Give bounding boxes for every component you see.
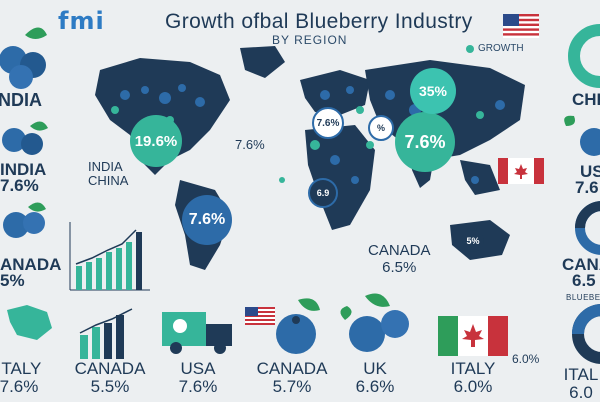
fmi-logo: fmi (58, 7, 105, 35)
donut-chart-icon-2 (575, 201, 600, 255)
donut-chart-icon-1 (568, 24, 600, 88)
bottom-item-5: UK 6.6% (355, 359, 395, 396)
canada-flag-large-icon (438, 316, 508, 356)
bottom-item-3: USA 7.6% (178, 359, 218, 396)
right-label-5: 6.5 (572, 271, 596, 290)
right-label-1: CHI (572, 90, 600, 109)
bottom-item-2: CANADA 5.5% (74, 359, 146, 396)
bottom-item-7: ITAL 6.0 (563, 366, 599, 402)
bubble-middle-east: % (368, 115, 394, 141)
donut-chart-icon-3 (572, 304, 600, 364)
bottom-item-4: CANADA 5.7% (256, 359, 328, 396)
blueberry-icon-6 (564, 115, 600, 156)
small-bar-chart-icon (79, 308, 133, 359)
bottom-item-1: ITALY 7.6% (0, 359, 42, 396)
blueberry-icon-3 (3, 202, 46, 238)
us-flag-icon (503, 14, 539, 38)
blueberry-icon-2 (2, 121, 48, 155)
right-label-6: BLUEBERR (566, 293, 600, 302)
page-subtitle: BY REGION (272, 33, 348, 47)
bubble-africa: 6.9 (308, 178, 338, 208)
us-flag-small-icon (245, 307, 275, 325)
map-label-76: 7.6% (235, 137, 265, 152)
bubble-australia: 5% (462, 230, 484, 252)
bubble-south-america: 7.6% (182, 195, 232, 245)
page-title: Growth ofbal Blueberry Industry (165, 10, 473, 33)
map-label-china: CHINA (88, 173, 129, 188)
left-label-4: ANADA (0, 255, 62, 274)
left-label-1: NDIA (0, 90, 42, 110)
bubble-asia: 7.6% (395, 112, 455, 172)
truck-icon (162, 312, 232, 354)
growth-legend: GROWTH (466, 43, 524, 54)
left-label-2: INDIA (0, 160, 47, 179)
blueberry-icon-4 (276, 298, 320, 354)
bottom-item-6: ITALY 6.0% (450, 359, 496, 396)
map-label-india: INDIA (88, 159, 123, 174)
left-label-3: 7.6% (0, 176, 39, 195)
right-label-3: 7.6 (575, 178, 599, 197)
left-label-5: 5% (0, 271, 25, 290)
blueberry-icon-5 (340, 293, 409, 352)
bubble-east-asia: 35% (410, 68, 456, 114)
right-label-4: CANA (562, 255, 600, 274)
mini-map-icon (7, 305, 52, 340)
canada-flag-icon (498, 158, 544, 184)
right-label-2: US (580, 162, 600, 181)
map-label-canada: CANADA 6.5% (368, 242, 431, 276)
bubble-north-america: 19.6% (130, 115, 182, 167)
blueberry-cluster-icon (0, 27, 47, 89)
value-label-6: 6.0% (512, 352, 540, 366)
bubble-europe-small: 7.6% (312, 107, 344, 139)
legend-dot-icon (466, 44, 474, 53)
growth-bar-chart-icon (69, 222, 150, 291)
legend-label: GROWTH (478, 43, 524, 54)
